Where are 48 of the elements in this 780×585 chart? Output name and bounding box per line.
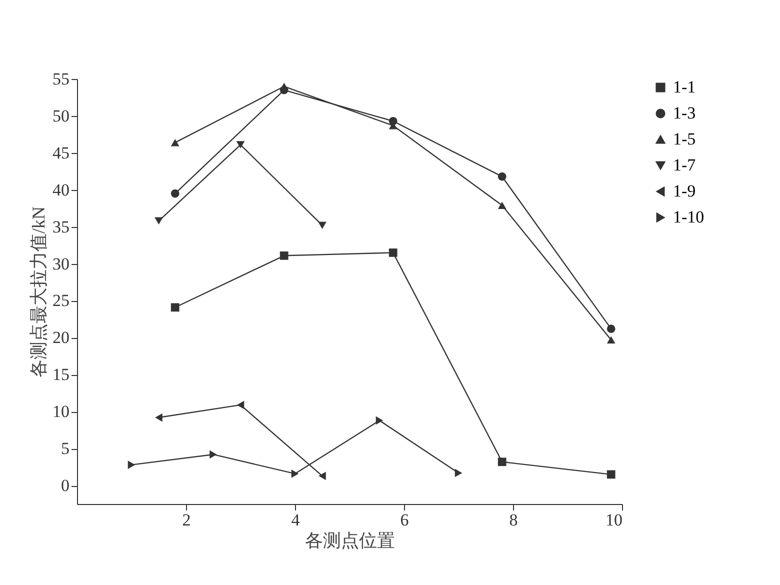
y-tick-label: 0: [61, 476, 70, 496]
point: [170, 138, 180, 146]
y-tick-label: 25: [52, 291, 70, 310]
point: [388, 248, 398, 257]
point: [170, 303, 180, 312]
point: [318, 472, 326, 480]
point: [291, 470, 299, 478]
y-tick-label: 45: [52, 143, 70, 162]
x-tick-label: 6: [400, 510, 409, 530]
legend-label: 1-5: [673, 130, 696, 148]
point: [454, 468, 462, 478]
point: [280, 251, 288, 260]
point: [236, 400, 244, 410]
point: [318, 222, 326, 229]
legend-label: 1-7: [673, 156, 696, 174]
point: [170, 189, 180, 198]
legend-label: 1-1: [673, 78, 696, 96]
point: [376, 416, 384, 425]
y-tick-label: 30: [52, 254, 70, 274]
y-tick-label: 15: [52, 365, 70, 384]
y-tick-label: 5: [61, 439, 70, 458]
x-tick-label: 4: [291, 510, 300, 530]
legend-label: 1-10: [673, 208, 704, 226]
point: [155, 413, 162, 422]
point: [498, 458, 506, 466]
y-tick-label: 55: [52, 70, 70, 88]
y-tick-label: 10: [52, 402, 70, 422]
legend-label: 1-3: [673, 104, 696, 122]
x-axis-title: 各测点位置: [305, 530, 395, 550]
point: [280, 82, 288, 90]
y-tick-label: 35: [52, 217, 70, 236]
y-axis-title: 各测点最大拉力值/kN: [28, 206, 48, 378]
point: [154, 217, 163, 225]
x-tick-label: 8: [509, 510, 518, 530]
y-tick-label: 20: [52, 328, 70, 348]
point: [498, 202, 506, 210]
y-tick-label: 40: [52, 180, 70, 200]
point: [128, 460, 136, 470]
point: [236, 141, 245, 148]
point: [606, 336, 616, 344]
point: [210, 450, 217, 459]
x-tick-label: 2: [182, 510, 191, 530]
point: [606, 470, 616, 479]
legend-label: 1-9: [673, 182, 696, 200]
point: [606, 324, 616, 333]
point: [498, 172, 506, 181]
x-tick-label: 10: [606, 510, 622, 530]
y-tick-label: 50: [52, 106, 70, 126]
